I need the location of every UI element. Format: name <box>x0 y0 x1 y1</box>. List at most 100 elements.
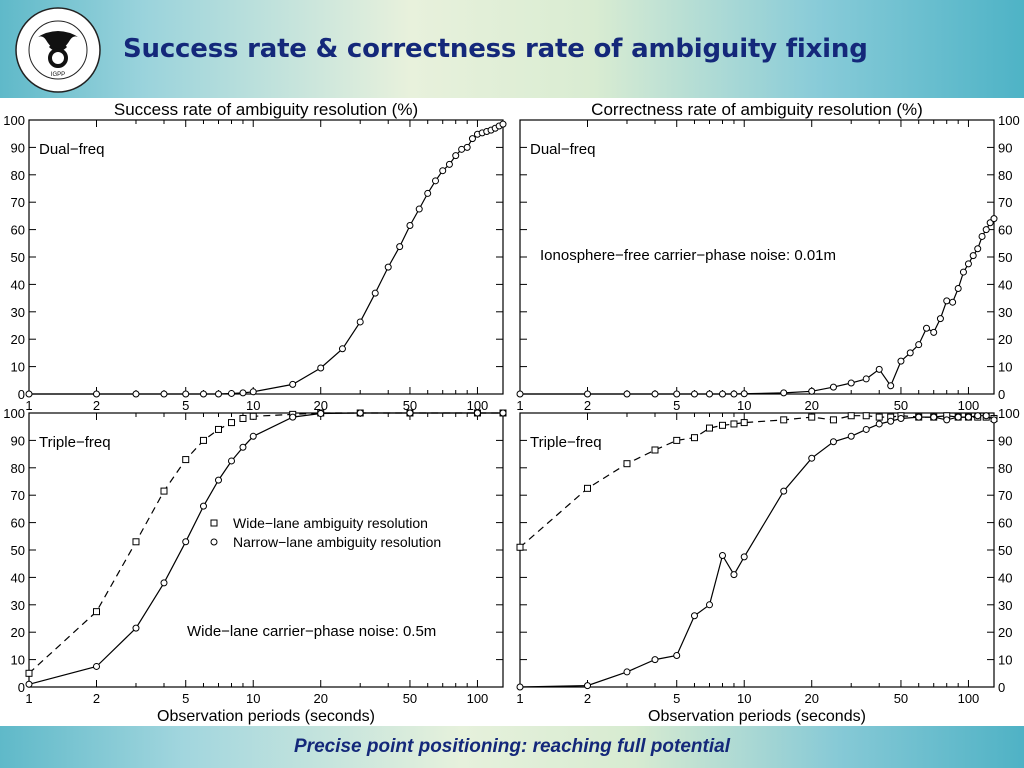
data-point <box>730 420 738 428</box>
x-tick-label: 10 <box>246 691 260 706</box>
data-point <box>673 436 681 444</box>
igpp-logo-icon: IGPP <box>15 7 101 93</box>
data-point <box>406 221 414 229</box>
x-tick-label: 1 <box>25 691 32 706</box>
slide-header: IGPP Success rate & correctness rate of … <box>0 0 1024 98</box>
series-line <box>520 218 995 395</box>
chart-panel-bottom-right: 0 10 20 30 40 50 60 70 80 90 100 1 2 5 10 20 50 100 Triple… <box>516 406 1019 706</box>
y-tick-label: 10 <box>998 653 1012 668</box>
data-point <box>705 424 713 432</box>
y-tick-label: 100 <box>3 406 25 421</box>
data-point <box>982 412 990 420</box>
data-point <box>862 425 870 433</box>
y-tick-label: 20 <box>998 625 1012 640</box>
slide-title: Success rate & correctness rate of ambig… <box>123 34 868 64</box>
plot-frame <box>28 412 504 688</box>
x-tick-label: 1 <box>516 691 523 706</box>
x-tick-label: 50 <box>403 691 417 706</box>
y-tick-label: 40 <box>998 277 1012 292</box>
data-point <box>432 177 440 185</box>
y-tick-label: 10 <box>11 360 25 375</box>
data-point <box>396 243 404 251</box>
data-point <box>199 502 207 510</box>
legend-marker <box>210 519 218 527</box>
series-line <box>28 412 503 685</box>
y-tick-label: 90 <box>11 140 25 155</box>
y-tick-label: 30 <box>998 305 1012 320</box>
data-point <box>160 487 168 495</box>
panel-annotation: Wide−lane carrier−phase noise: 0.5m <box>187 623 436 640</box>
data-point <box>990 416 998 424</box>
data-point <box>718 390 726 398</box>
data-point <box>978 232 986 240</box>
data-point <box>651 446 659 454</box>
x-tick-label: 50 <box>403 398 417 413</box>
data-point <box>862 375 870 383</box>
x-tick-label: 5 <box>182 691 189 706</box>
data-point <box>930 413 938 421</box>
y-tick-label: 80 <box>11 461 25 476</box>
x-tick-label: 10 <box>246 398 260 413</box>
data-point <box>829 438 837 446</box>
y-tick-label: 40 <box>11 277 25 292</box>
data-point <box>239 389 247 397</box>
x-tick-label: 100 <box>467 691 489 706</box>
x-tick-label: 5 <box>182 398 189 413</box>
y-tick-label: 0 <box>998 387 1005 402</box>
data-point <box>954 285 962 293</box>
legend-marker <box>210 538 218 546</box>
data-point <box>132 538 140 546</box>
data-point <box>371 289 379 297</box>
data-point <box>623 668 631 676</box>
data-point <box>160 579 168 587</box>
x-tick-label: 20 <box>313 398 327 413</box>
y-tick-label: 60 <box>998 223 1012 238</box>
y-tick-label: 50 <box>998 250 1012 265</box>
data-point <box>384 263 392 271</box>
data-point <box>25 390 33 398</box>
data-point <box>690 434 698 442</box>
data-point <box>92 608 100 616</box>
y-tick-label: 50 <box>11 250 25 265</box>
data-point <box>673 651 681 659</box>
data-point <box>808 387 816 395</box>
data-point <box>847 412 855 420</box>
data-point <box>936 315 944 323</box>
data-point <box>897 414 905 422</box>
data-point <box>516 683 524 691</box>
data-point <box>468 135 476 143</box>
data-point <box>990 215 998 223</box>
data-point <box>214 476 222 484</box>
y-tick-label: 80 <box>998 168 1012 183</box>
data-point <box>943 416 951 424</box>
data-point <box>356 318 364 326</box>
x-tick-label: 10 <box>737 691 751 706</box>
y-tick-label: 60 <box>11 516 25 531</box>
y-tick-label: 80 <box>998 461 1012 476</box>
data-point <box>943 297 951 305</box>
x-tick-label: 2 <box>584 398 591 413</box>
data-point <box>452 152 460 160</box>
y-tick-label: 100 <box>3 113 25 128</box>
y-tick-label: 90 <box>998 140 1012 155</box>
data-point <box>182 538 190 546</box>
slide-footer: Precise point positioning: reaching full… <box>0 726 1024 768</box>
data-point <box>439 167 447 175</box>
data-point <box>718 551 726 559</box>
data-point <box>969 252 977 260</box>
panel-annotation: Ionosphere−free carrier−phase noise: 0.0… <box>540 247 836 264</box>
data-point <box>623 460 631 468</box>
data-point <box>897 357 905 365</box>
y-tick-label: 60 <box>11 223 25 238</box>
data-point <box>959 268 967 276</box>
data-point <box>356 409 364 417</box>
data-point <box>974 245 982 253</box>
x-tick-label: 20 <box>804 398 818 413</box>
data-point <box>249 388 257 396</box>
data-point <box>249 432 257 440</box>
data-point <box>25 669 33 677</box>
data-point <box>473 409 481 417</box>
panel-label: Dual−freq <box>39 141 104 158</box>
plot-frame <box>519 412 995 688</box>
